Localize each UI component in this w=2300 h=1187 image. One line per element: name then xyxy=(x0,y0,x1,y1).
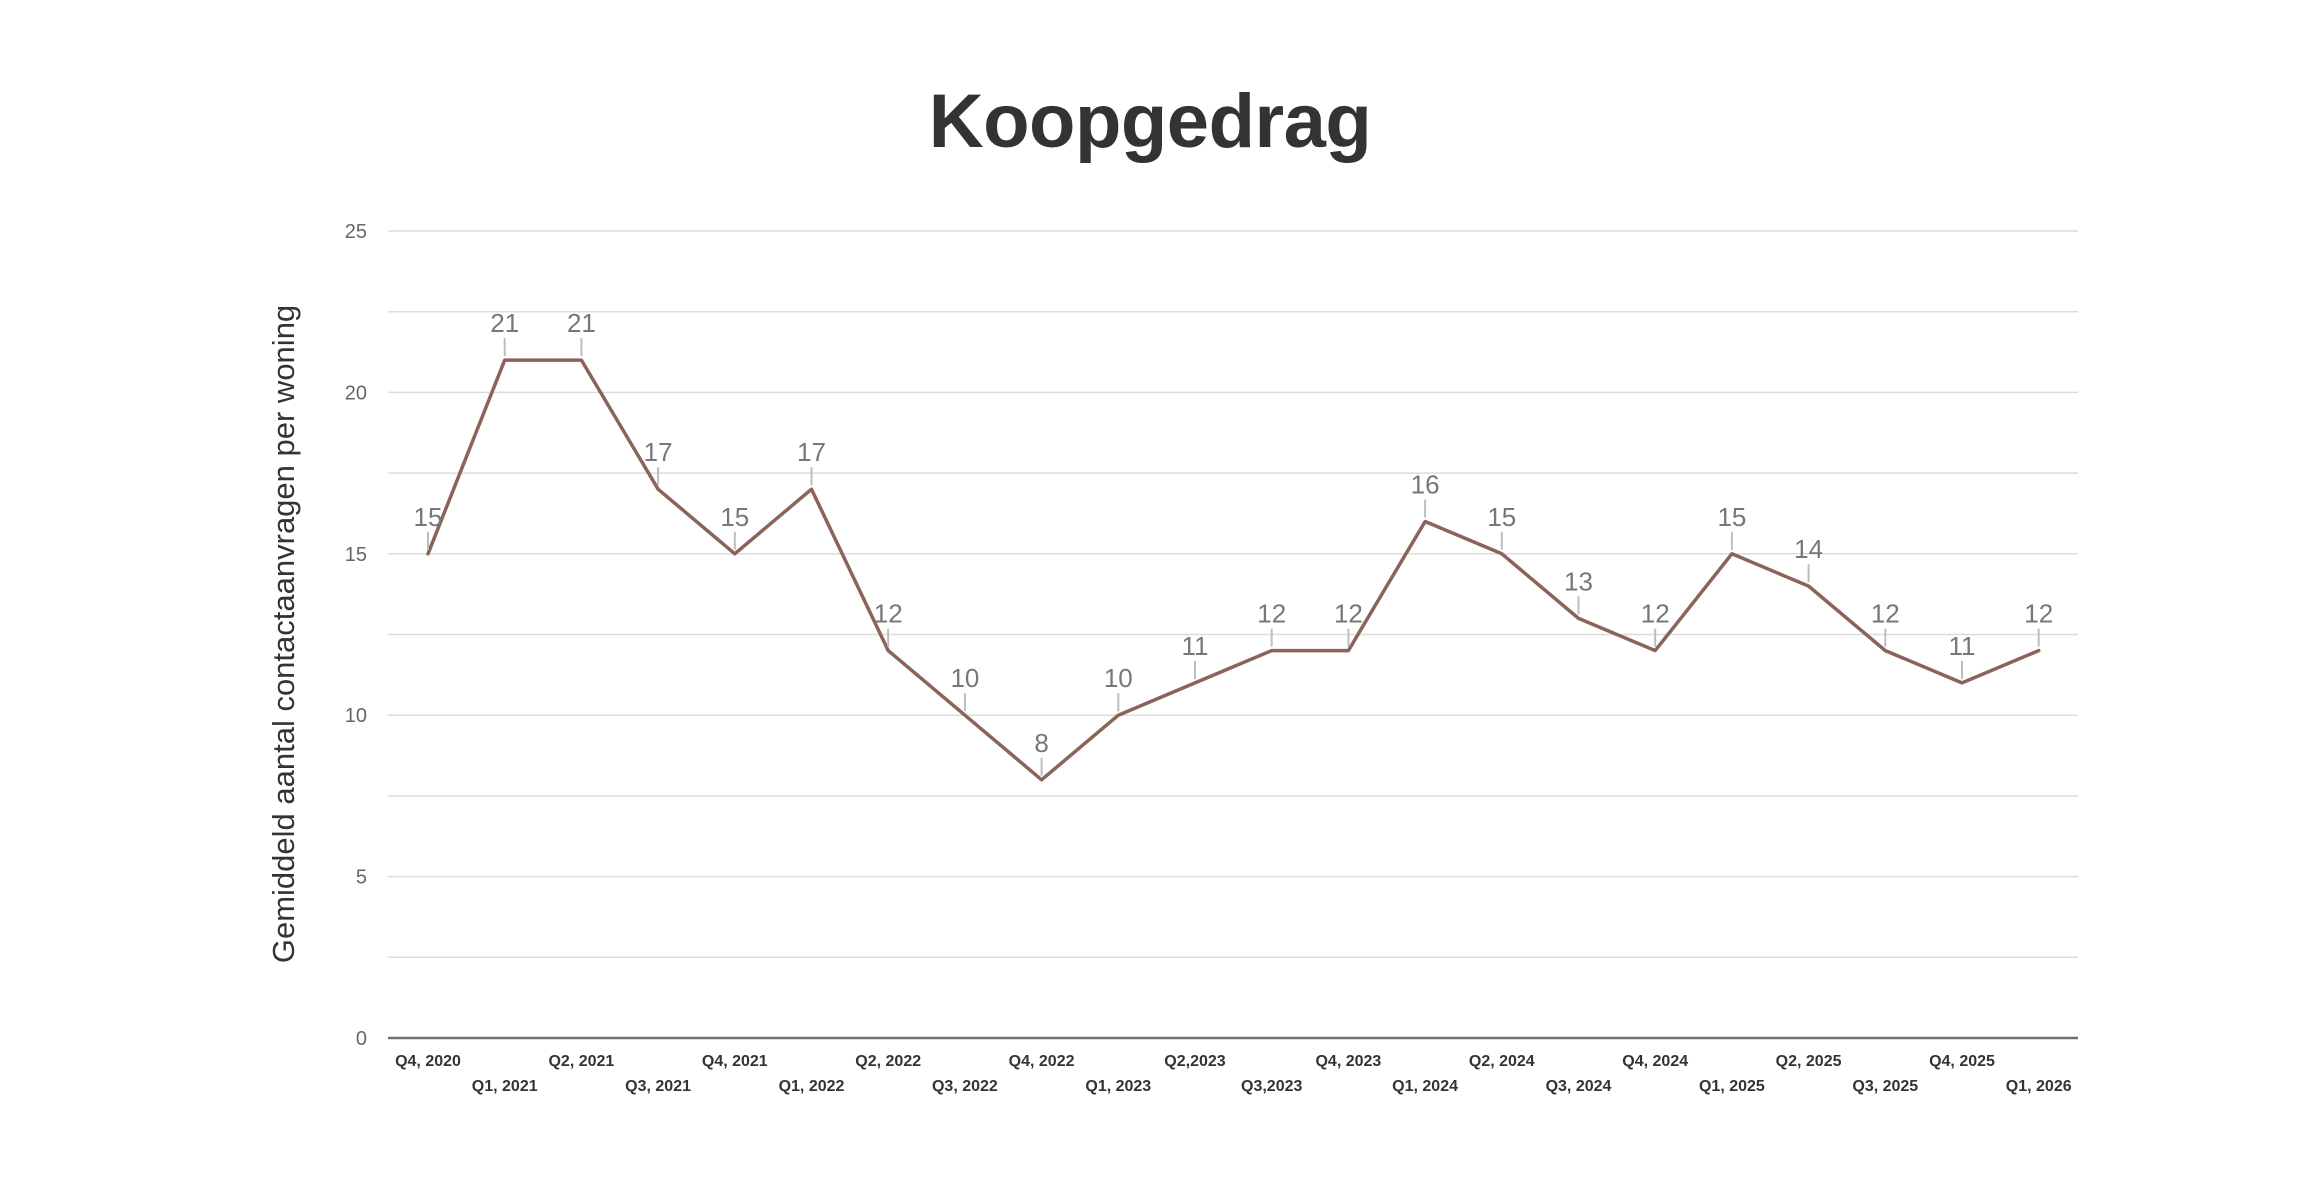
x-tick-label: Q3,2023 xyxy=(1241,1078,1302,1095)
data-label: 12 xyxy=(1871,599,1900,629)
x-tick-label: Q4, 2021 xyxy=(702,1053,768,1070)
data-label: 12 xyxy=(2024,599,2053,629)
y-axis: 0 5 10 15 20 25 xyxy=(345,221,367,1050)
x-tick-label: Q3, 2021 xyxy=(625,1078,691,1095)
data-label: 12 xyxy=(874,599,903,629)
series-line xyxy=(426,358,2041,782)
x-axis: Q4, 2020 Q1, 2021 Q2, 2021 Q3, 2021 Q4, 2021… xyxy=(395,1053,2072,1095)
x-tick-label: Q1, 2024 xyxy=(1392,1078,1458,1095)
x-tick-label: Q3, 2024 xyxy=(1546,1078,1612,1095)
x-tick-label: Q1, 2021 xyxy=(472,1078,538,1095)
x-tick-label: Q1, 2022 xyxy=(779,1078,845,1095)
y-tick-label: 25 xyxy=(345,221,367,243)
x-tick-label: Q2,2023 xyxy=(1164,1053,1225,1070)
x-tick-label: Q4, 2023 xyxy=(1315,1053,1381,1070)
x-tick-label: Q4, 2022 xyxy=(1009,1053,1075,1070)
data-label: 12 xyxy=(1641,599,1670,629)
x-tick-label: Q4, 2024 xyxy=(1622,1053,1688,1070)
x-tick-label: Q1, 2026 xyxy=(2006,1078,2072,1095)
data-labels: 15 21 21 17 15 17 12 10 8 10 11 12 12 16 15 13 12 15 14 12 1… xyxy=(414,308,2053,776)
data-label: 14 xyxy=(1794,534,1823,564)
data-label: 17 xyxy=(644,437,673,467)
x-tick-label: Q1, 2025 xyxy=(1699,1078,1765,1095)
data-label: 10 xyxy=(1104,663,1133,693)
y-tick-label: 15 xyxy=(345,544,367,566)
y-axis-label: Gemiddeld aantal contactaanvragen per wo… xyxy=(266,305,301,963)
data-label: 11 xyxy=(1182,631,1209,661)
x-tick-label: Q2, 2025 xyxy=(1776,1053,1842,1070)
gridlines xyxy=(388,230,2078,1040)
x-tick-label: Q4, 2020 xyxy=(395,1053,461,1070)
y-tick-label: 5 xyxy=(356,867,367,889)
x-tick-label: Q2, 2024 xyxy=(1469,1053,1535,1070)
x-tick-label: Q1, 2023 xyxy=(1085,1078,1151,1095)
data-label: 15 xyxy=(1717,502,1746,532)
y-tick-label: 10 xyxy=(345,705,367,727)
data-label: 10 xyxy=(950,663,979,693)
x-tick-label: Q2, 2022 xyxy=(855,1053,921,1070)
x-tick-label: Q2, 2021 xyxy=(548,1053,614,1070)
x-tick-label: Q3, 2025 xyxy=(1852,1078,1918,1095)
data-label: 12 xyxy=(1257,599,1286,629)
chart-title: Koopgedrag xyxy=(928,79,1372,164)
y-tick-label: 20 xyxy=(345,382,367,404)
data-label: 21 xyxy=(490,308,519,338)
data-label: 12 xyxy=(1334,599,1363,629)
x-tick-label: Q3, 2022 xyxy=(932,1078,998,1095)
data-label: 17 xyxy=(797,437,826,467)
data-label: 21 xyxy=(567,308,596,338)
data-label: 11 xyxy=(1949,631,1976,661)
x-tick-label: Q4, 2025 xyxy=(1929,1053,1995,1070)
y-tick-label: 0 xyxy=(356,1028,367,1050)
data-label: 13 xyxy=(1564,566,1593,596)
data-label: 8 xyxy=(1034,728,1048,758)
data-label: 16 xyxy=(1411,470,1440,500)
data-label: 15 xyxy=(414,502,443,532)
data-label: 15 xyxy=(1487,502,1516,532)
data-label: 15 xyxy=(720,502,749,532)
series xyxy=(426,358,2041,782)
